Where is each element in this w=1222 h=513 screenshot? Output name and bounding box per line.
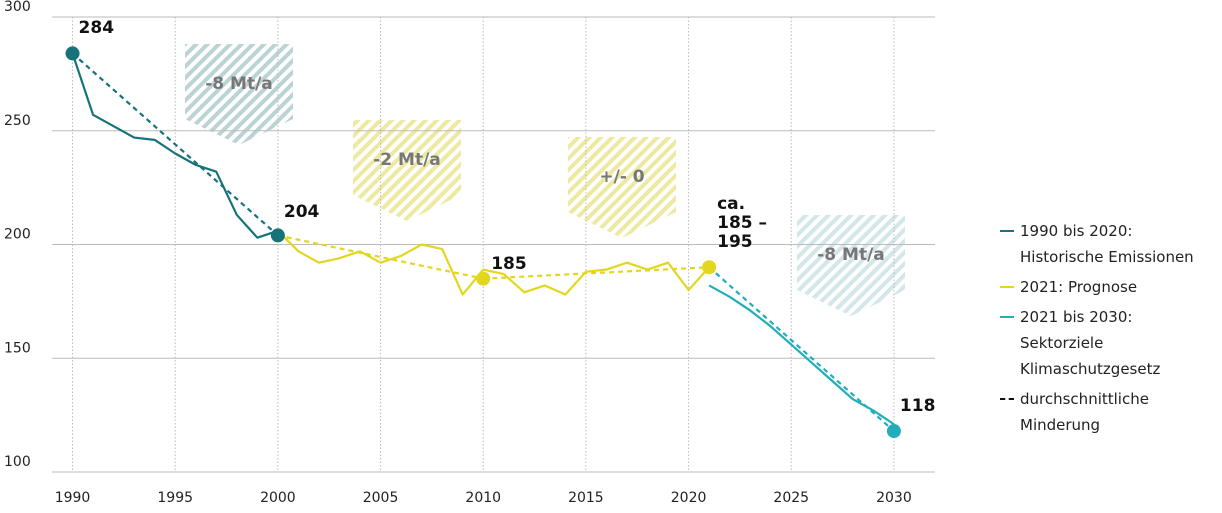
- y-tick-label: 150: [4, 340, 31, 356]
- reduction-label: +/- 0: [599, 167, 645, 187]
- data-label: 204: [283, 202, 320, 223]
- series-line: [277, 230, 710, 296]
- reduction-box: [568, 137, 676, 238]
- legend-entry: 2021 bis 2030: Sektorziele Klimaschutzge…: [1000, 304, 1222, 382]
- series-line: [708, 284, 895, 426]
- legend-entry: 2021: Prognose: [1000, 274, 1222, 300]
- reduction-label: -8 Mt/a: [817, 245, 885, 265]
- legend-entry: 1990 bis 2020: Historische Emissionen: [1000, 218, 1222, 270]
- legend-key: [1000, 398, 1014, 400]
- x-tick-label: 2005: [363, 490, 399, 506]
- legend-key: [1000, 230, 1014, 232]
- data-label: 118: [899, 396, 936, 417]
- x-tick-label: 2020: [671, 490, 707, 506]
- reduction-label: -2 Mt/a: [373, 150, 441, 170]
- x-tick-label: 2025: [773, 490, 809, 506]
- reduction-box: [353, 120, 461, 221]
- legend-entry: durchschnittliche Minderung: [1000, 386, 1222, 438]
- reduction-box: [797, 215, 905, 316]
- trend-marker: [886, 424, 901, 439]
- reduction-box: [185, 44, 293, 145]
- y-tick-label: 300: [4, 0, 31, 15]
- x-tick-label: 2010: [465, 490, 501, 506]
- x-tick-label: 2000: [260, 490, 296, 506]
- y-tick-label: 250: [4, 113, 31, 129]
- trend-line: [71, 52, 279, 237]
- x-tick-label: 2030: [876, 490, 912, 506]
- trend-marker: [476, 271, 491, 286]
- data-label: 185: [491, 253, 527, 274]
- x-tick-label: 1995: [157, 490, 193, 506]
- trend-line: [277, 234, 484, 280]
- legend-key: [1000, 286, 1014, 288]
- legend: 1990 bis 2020: Historische Emissionen 202…: [1000, 218, 1222, 442]
- trend-line: [483, 266, 710, 280]
- data-label: ca. 185 – 195: [717, 194, 768, 253]
- reduction-label: -8 Mt/a: [205, 74, 273, 94]
- legend-key: [1000, 316, 1014, 318]
- y-tick-label: 200: [4, 227, 31, 243]
- series-line: [71, 53, 279, 239]
- data-label: 284: [78, 18, 115, 39]
- x-tick-label: 2015: [568, 490, 604, 506]
- y-tick-label: 100: [4, 454, 31, 470]
- trend-marker: [270, 228, 285, 243]
- trend-marker: [65, 46, 80, 61]
- trend-marker: [702, 260, 717, 275]
- x-tick-label: 1990: [55, 490, 91, 506]
